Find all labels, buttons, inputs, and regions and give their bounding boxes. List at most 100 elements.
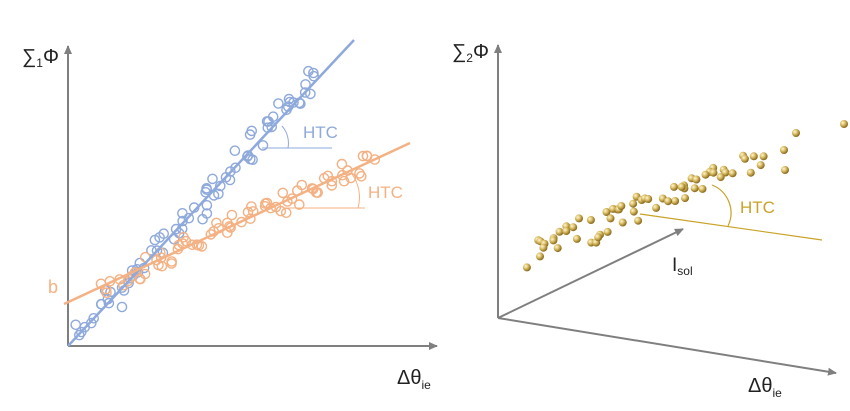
orange-fit-line [63, 141, 411, 306]
orange-point [357, 150, 369, 162]
gold-point [664, 197, 673, 206]
right-depth-axis [497, 228, 684, 319]
gold-point [609, 204, 617, 213]
gold-point [603, 227, 612, 236]
gold-point [562, 227, 571, 235]
right-x-axis-label: Δθie [748, 375, 782, 400]
gold-point [690, 184, 699, 193]
orange-htc-label: HTC [368, 183, 403, 202]
gold-point [677, 182, 686, 191]
orange-point [354, 168, 365, 179]
orange-point [118, 279, 129, 291]
gold-point [549, 236, 558, 245]
gold-point [756, 161, 765, 170]
blue-point [246, 125, 257, 137]
gold-point [670, 182, 678, 191]
blue-point [308, 70, 320, 82]
blue-point [305, 88, 316, 100]
blue-point [201, 208, 213, 219]
blue-point [225, 166, 236, 177]
orange-point [246, 201, 257, 212]
blue-point [300, 79, 311, 90]
right-panel: ∑2Φ Isol Δθie HTC [452, 41, 848, 400]
right-htc-label: HTC [740, 198, 775, 217]
gold-point [840, 120, 848, 128]
blue-point [273, 98, 284, 109]
orange-point [224, 221, 235, 232]
gold-point [522, 263, 531, 272]
gold-point [634, 216, 643, 225]
orange-point [101, 287, 112, 299]
gold-point [792, 129, 800, 137]
gold-point [652, 203, 661, 212]
right-htc-ref-line [639, 213, 823, 241]
gold-point [539, 243, 548, 252]
orange-point [277, 187, 289, 199]
blue-point [103, 297, 115, 309]
orange-point [355, 170, 367, 182]
left-panel: ∑1Φ Δθie b HTC HTC [22, 39, 438, 392]
right-z-axis-label: ∑2Φ [452, 41, 489, 65]
gold-point [780, 146, 788, 154]
orange-point [338, 175, 350, 187]
blue-point [177, 215, 188, 227]
gold-point [709, 168, 718, 177]
orange-point [336, 158, 348, 170]
orange-point [326, 180, 338, 191]
orange-point [345, 172, 357, 184]
gold-point [553, 244, 562, 253]
gold-point [572, 234, 581, 243]
blue-point [183, 212, 195, 224]
blue-point [116, 301, 128, 313]
orange-point [211, 217, 222, 229]
orange-point [226, 209, 238, 221]
gold-point [759, 152, 768, 161]
left-x-axis-label: Δθie [397, 367, 431, 392]
blue-point [76, 326, 87, 338]
right-x-axis [497, 317, 837, 376]
blue-point [213, 188, 224, 200]
gold-point [629, 207, 638, 216]
gold-point [617, 202, 626, 210]
gold-point [728, 169, 737, 178]
gold-series-points [522, 120, 848, 272]
blue-point [201, 184, 213, 195]
gold-point [781, 166, 789, 174]
right-depth-axis-label: Isol [672, 255, 693, 278]
gold-point [749, 152, 758, 161]
orange-point [236, 216, 247, 228]
orange-point [280, 207, 292, 219]
gold-point [606, 214, 615, 223]
orange-point [275, 205, 287, 217]
blue-htc-label: HTC [303, 123, 338, 142]
blue-fit-line [67, 39, 355, 347]
gold-point [716, 173, 725, 182]
blue-point [207, 173, 218, 185]
orange-point [166, 258, 177, 269]
blue-point [74, 329, 85, 341]
blue-point [267, 111, 279, 122]
gold-point [586, 216, 595, 224]
gold-point [594, 233, 603, 242]
intercept-label: b [48, 277, 58, 297]
orange-point [196, 241, 208, 252]
orange-point [296, 179, 308, 191]
gold-point [575, 214, 583, 223]
gold-point [536, 252, 544, 261]
blue-point [229, 145, 241, 156]
blue-point [86, 317, 97, 329]
gold-point [629, 199, 638, 208]
orange-point [265, 202, 277, 214]
blue-point [154, 232, 165, 243]
blue-point [201, 199, 213, 211]
gold-point [692, 175, 701, 184]
gold-point [602, 208, 611, 216]
blue-point [242, 150, 254, 161]
gold-point [740, 154, 749, 163]
orange-angle-arc [351, 173, 360, 209]
gold-point [618, 218, 627, 227]
right-htc-arc [711, 184, 732, 227]
gold-point [555, 227, 564, 236]
left-y-axis-label: ∑1Φ [22, 46, 59, 70]
